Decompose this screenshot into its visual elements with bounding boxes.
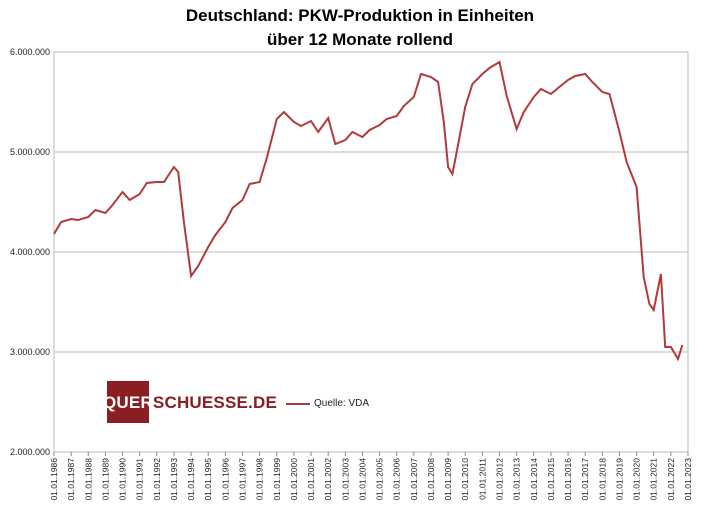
x-tick-label: 01.01.1988 xyxy=(83,458,93,501)
x-tick-label: 01.01.2013 xyxy=(512,458,522,501)
x-tick-label: 01.01.1991 xyxy=(135,458,145,501)
x-tick-label: 01.01.2022 xyxy=(666,458,676,501)
x-tick-label: 01.01.1998 xyxy=(255,458,265,501)
legend: Quelle: VDA xyxy=(286,398,369,409)
x-tick-label: 01.01.2016 xyxy=(563,458,573,501)
x-tick-label: 01.01.2002 xyxy=(323,458,333,501)
y-tick-label: 4.000.000 xyxy=(10,247,50,257)
legend-label: Quelle: VDA xyxy=(314,398,370,409)
x-tick-label: 01.01.2009 xyxy=(443,458,453,501)
chart-title-line-2: über 12 Monate rollend xyxy=(266,30,454,49)
x-tick-label: 01.01.2004 xyxy=(357,458,367,501)
x-tick-label: 01.01.2011 xyxy=(477,458,487,500)
x-tick-label: 01.01.2019 xyxy=(614,458,624,501)
x-tick-label: 01.01.2008 xyxy=(426,458,436,501)
x-tick-label: 01.01.1990 xyxy=(118,458,128,501)
x-tick-label: 01.01.2018 xyxy=(597,458,607,501)
x-tick-label: 01.01.1995 xyxy=(203,458,213,501)
legend-line-swatch xyxy=(286,402,310,405)
y-tick-label: 5.000.000 xyxy=(10,147,50,157)
logo-text-quer: QUER xyxy=(103,393,153,412)
x-tick-label: 01.01.2023 xyxy=(683,458,693,501)
logo-square xyxy=(107,381,149,423)
x-tick-label: 01.01.2021 xyxy=(649,458,659,501)
x-tick-label: 01.01.1994 xyxy=(186,458,196,501)
y-tick-label: 6.000.000 xyxy=(10,47,50,57)
x-tick-label: 01.01.2012 xyxy=(495,458,505,501)
x-tick-label: 01.01.2003 xyxy=(340,458,350,501)
x-tick-label: 01.01.2007 xyxy=(409,458,419,501)
x-tick-label: 01.01.2005 xyxy=(375,458,385,501)
series-line-vda xyxy=(53,60,684,362)
logo-text-schuesse: SCHUESSE.DE xyxy=(152,393,277,412)
chart-title-line-1: Deutschland: PKW-Produktion in Einheiten xyxy=(185,6,535,25)
x-tick-label: 01.01.1987 xyxy=(66,458,76,501)
x-tick-label: 01.01.2006 xyxy=(392,458,402,501)
x-tick-label: 01.01.1992 xyxy=(152,458,162,501)
x-tick-label: 01.01.1993 xyxy=(169,458,179,501)
x-tick-label: 01.01.1999 xyxy=(272,458,282,501)
x-tick-label: 01.01.2000 xyxy=(289,458,299,501)
y-tick-label: 2.000.000 xyxy=(10,447,50,457)
querschuesse-logo: QUERSCHUESSE.DE xyxy=(103,393,277,413)
x-tick-label: 01.01.1996 xyxy=(220,458,230,501)
x-tick-label: 01.01.2001 xyxy=(306,458,316,501)
x-tick-label: 01.01.2010 xyxy=(460,458,470,501)
x-tick-label: 01.01.2015 xyxy=(546,458,556,501)
x-tick-label: 01.01.1989 xyxy=(100,458,110,501)
x-tick-label: 01.01.2017 xyxy=(580,458,590,501)
x-tick-label: 01.01.1997 xyxy=(237,458,247,501)
y-tick-label: 3.000.000 xyxy=(10,347,50,357)
x-tick-label: 01.01.2020 xyxy=(632,458,642,501)
x-tick-label: 01.01.1986 xyxy=(49,458,59,501)
x-tick-label: 01.01.2014 xyxy=(529,458,539,501)
